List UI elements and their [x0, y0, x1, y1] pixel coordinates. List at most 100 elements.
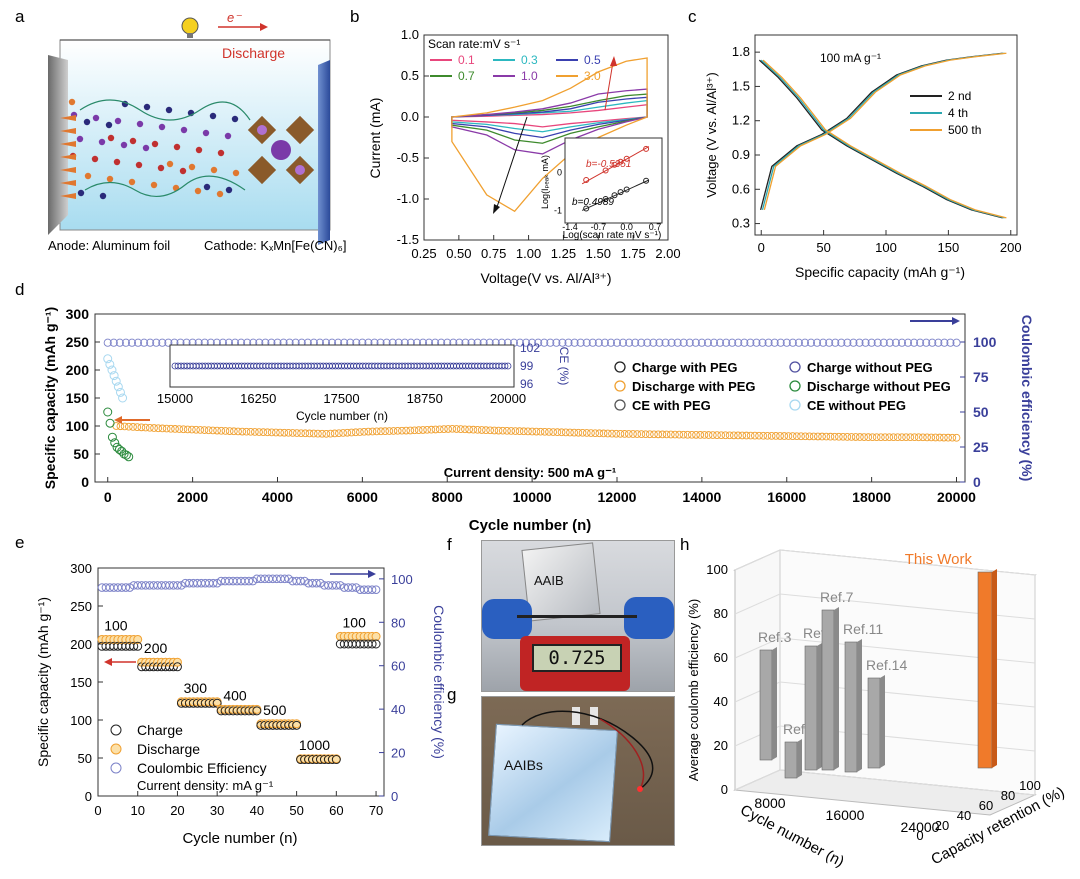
legend-c: 2 nd 4 th 500 th — [910, 89, 981, 137]
charge-point — [331, 755, 341, 765]
z-axis-ticks-h: 0 20 40 60 80 100 — [706, 562, 728, 797]
capacity-point-with-peg — [477, 426, 486, 434]
capacity-point-with-peg — [179, 425, 188, 434]
ce-point-with-peg — [940, 338, 949, 347]
capacity-point-with-peg — [209, 426, 217, 435]
capacity-point-with-peg — [885, 433, 894, 442]
y-tick-label: 300 — [66, 306, 90, 322]
legend-marker — [110, 762, 122, 774]
y-tick-label: 80 — [1001, 788, 1015, 803]
ce-point-without-peg — [111, 376, 121, 386]
ce-point-with-peg — [121, 338, 130, 347]
ce-point-with-peg — [746, 338, 755, 347]
capacity-point-with-peg — [729, 431, 738, 440]
capacity-point-with-peg — [339, 429, 347, 437]
capacity-point-with-peg — [818, 432, 826, 441]
legend-marker — [789, 361, 801, 373]
multimeter: 0.725 — [520, 636, 630, 691]
y-axis-label-b: Current (mA) — [367, 98, 383, 179]
capacity-point-with-peg — [603, 429, 612, 438]
capacity-point-with-peg — [612, 429, 621, 438]
capacity-point-with-peg — [717, 431, 726, 440]
ce-point — [173, 581, 182, 590]
capacity-point-with-peg — [314, 429, 322, 438]
ce-point-with-peg — [637, 338, 646, 347]
y-tick-label: -1.5 — [397, 232, 419, 247]
ce-point-with-peg — [667, 338, 676, 347]
anode-label: Anode: Aluminum foil — [48, 238, 170, 253]
probe-leads — [517, 615, 637, 618]
legend-title-b: Scan rate:mV s⁻¹ — [428, 37, 520, 51]
bar-This Work — [977, 571, 993, 769]
capacity-point-with-peg — [578, 428, 587, 437]
y-tick-label: 60 — [979, 798, 993, 813]
rate-label: 500 — [263, 702, 287, 718]
capacity-point-with-peg — [763, 431, 772, 440]
capacity-point-with-peg — [435, 425, 444, 434]
capacity-point-with-peg — [490, 426, 499, 435]
legend-label: Coulombic Efficiency — [137, 760, 267, 776]
legend-label: 500 th — [948, 123, 981, 137]
grid-line — [734, 593, 781, 615]
ce-point-with-peg — [843, 338, 852, 347]
capacity-point-with-peg — [301, 429, 310, 438]
molecule — [158, 123, 166, 131]
panel-c: c 0 50 100 150 200 0.3 0.6 0.9 1.2 1.5 1.8 Specif… — [688, 7, 1022, 280]
y-tick-label: 0 — [916, 828, 923, 843]
capacity-point-with-peg — [759, 431, 768, 440]
capacity-point-with-peg — [889, 433, 898, 442]
molecule — [128, 178, 136, 186]
capacity-point-with-peg — [835, 432, 843, 441]
molecule — [151, 140, 159, 148]
ce-point-with-peg — [594, 338, 603, 347]
molecule — [194, 187, 202, 195]
ce-point-with-peg — [855, 338, 864, 347]
bar-label: Ref.11 — [843, 621, 883, 637]
capacity-point-with-peg — [851, 433, 860, 441]
y2-tick-label: 40 — [391, 702, 405, 717]
molecule — [231, 115, 239, 123]
ce-point-without-peg — [103, 354, 113, 364]
molecule — [114, 117, 122, 125]
inset-ce-point — [504, 362, 512, 370]
legend-d: Charge with PEG Discharge with PEG CE with… — [614, 360, 951, 413]
inset-point-black — [602, 196, 609, 202]
capacity-point-with-peg — [381, 427, 389, 436]
y-tick-label: 250 — [66, 334, 90, 350]
ce-point-with-peg — [115, 338, 124, 347]
ce-point-with-peg — [546, 338, 555, 347]
capacity-point-with-peg — [797, 432, 805, 441]
bar-side — [817, 643, 822, 770]
ce-point-with-peg — [946, 338, 955, 347]
inset-y-tick: 99 — [520, 359, 534, 373]
legend-marker — [614, 380, 626, 392]
capacity-point-with-peg — [200, 426, 209, 434]
photo-f: AAIB 0.725 — [481, 540, 675, 692]
panel-d-letter: d — [15, 280, 24, 299]
y-tick-label: 150 — [66, 390, 90, 406]
inset-x-label-d: Cycle number (n) — [296, 409, 388, 423]
capacity-point-with-peg — [465, 425, 473, 434]
ce-point-with-peg — [164, 338, 173, 347]
legend-label: 4 th — [948, 106, 968, 120]
z-tick-label: 60 — [714, 650, 728, 665]
discharge-point — [172, 657, 182, 667]
ce-point-with-peg — [661, 338, 670, 347]
legend-label: Discharge without PEG — [807, 379, 951, 394]
capacity-point-with-peg — [419, 426, 427, 434]
capacity-point-with-peg — [398, 426, 406, 435]
capacity-point-with-peg — [511, 427, 520, 435]
inset-point-black — [611, 192, 618, 199]
x-tick-label: 2000 — [177, 489, 208, 505]
y-axis-ticks-c: 0.3 0.6 0.9 1.2 1.5 1.8 — [732, 44, 760, 231]
molecule — [98, 138, 106, 146]
ce-point-with-peg — [758, 338, 767, 347]
capacity-point-with-peg — [406, 426, 415, 435]
grid-line — [734, 549, 781, 571]
capacity-point-with-peg — [234, 427, 242, 436]
capacity-point-with-peg — [507, 427, 516, 435]
capacity-point-with-peg — [633, 430, 642, 438]
discharge-point — [371, 631, 381, 641]
ce-point-with-peg — [133, 338, 143, 347]
discharge-curve-2 — [762, 59, 1007, 219]
